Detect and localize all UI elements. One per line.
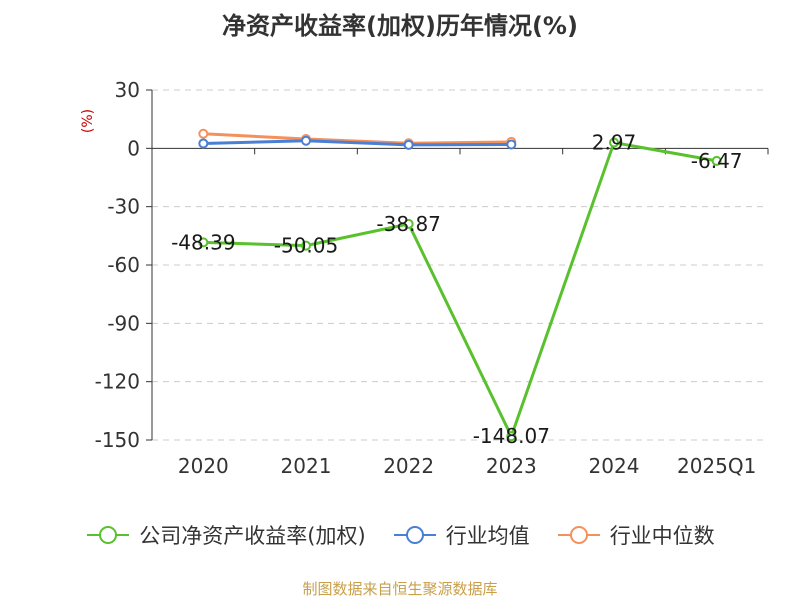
data-label: -48.39 xyxy=(171,230,235,254)
x-category-label: 2022 xyxy=(383,454,434,478)
data-point-company xyxy=(403,218,414,229)
data-point-company xyxy=(609,137,619,148)
y-tick-label: 0 xyxy=(127,136,140,160)
legend-item-company[interactable]: 公司净资产收益率(加权) xyxy=(85,520,366,550)
grid-lines xyxy=(152,89,768,441)
legend-item-industry-median[interactable]: 行业中位数 xyxy=(556,520,715,550)
y-tick-label: -90 xyxy=(107,311,140,335)
y-tick-label: -120 xyxy=(95,370,140,394)
legend-marker-industry-median-icon xyxy=(557,526,600,544)
y-tick-label: -30 xyxy=(107,195,140,219)
legend-label-industry-mean: 行业均值 xyxy=(445,524,530,548)
data-labels-layer: -48.39 -50.05 -38.87 -148.07 2.97 -6.47 xyxy=(171,131,742,449)
data-source-note: 制图数据来自恒生聚源数据库 xyxy=(302,580,498,598)
x-category-label: 2020 xyxy=(178,454,229,478)
y-tick-label: -150 xyxy=(95,428,140,452)
data-point-company xyxy=(301,240,311,251)
y-tick-label: 30 xyxy=(115,78,140,102)
data-label: -38.87 xyxy=(376,212,440,236)
data-label: -148.07 xyxy=(473,424,550,448)
data-point-industry-mean xyxy=(403,139,414,150)
data-point-industry-mean xyxy=(506,139,517,150)
data-point-company xyxy=(198,237,209,248)
y-tick-label: -60 xyxy=(107,253,140,277)
data-point-industry-mean xyxy=(198,138,209,149)
chart-title: 净资产收益率(加权)历年情况(%) xyxy=(222,12,578,40)
data-label: 2.97 xyxy=(592,131,637,155)
x-category-label: 2021 xyxy=(281,454,332,478)
series-line-company xyxy=(203,141,717,438)
data-label: -6.47 xyxy=(691,149,743,173)
x-category-label: 2023 xyxy=(486,454,537,478)
data-point-industry-median xyxy=(198,128,209,139)
x-category-label: 2025Q1 xyxy=(677,454,756,478)
series-line-industry-median xyxy=(203,132,512,145)
legend-label-company: 公司净资产收益率(加权) xyxy=(139,524,366,548)
legend-marker-company-icon xyxy=(87,526,130,544)
legend: 公司净资产收益率(加权) 行业均值 行业中位数 xyxy=(0,520,800,550)
series-layer xyxy=(198,128,722,442)
legend-marker-industry-mean-icon xyxy=(393,526,436,544)
axes: 30 0 -30 -60 -90 -120 -150 2020 2021 2022 2023 2024… xyxy=(95,78,769,478)
x-category-label: 2024 xyxy=(589,454,640,478)
series-line-industry-mean xyxy=(203,139,512,147)
legend-label-industry-median: 行业中位数 xyxy=(609,524,715,548)
data-label: -50.05 xyxy=(274,234,338,258)
data-point-company xyxy=(506,431,517,442)
data-point-company xyxy=(711,155,722,166)
legend-item-industry-mean[interactable]: 行业均值 xyxy=(392,520,530,550)
data-point-industry-mean xyxy=(301,135,311,146)
